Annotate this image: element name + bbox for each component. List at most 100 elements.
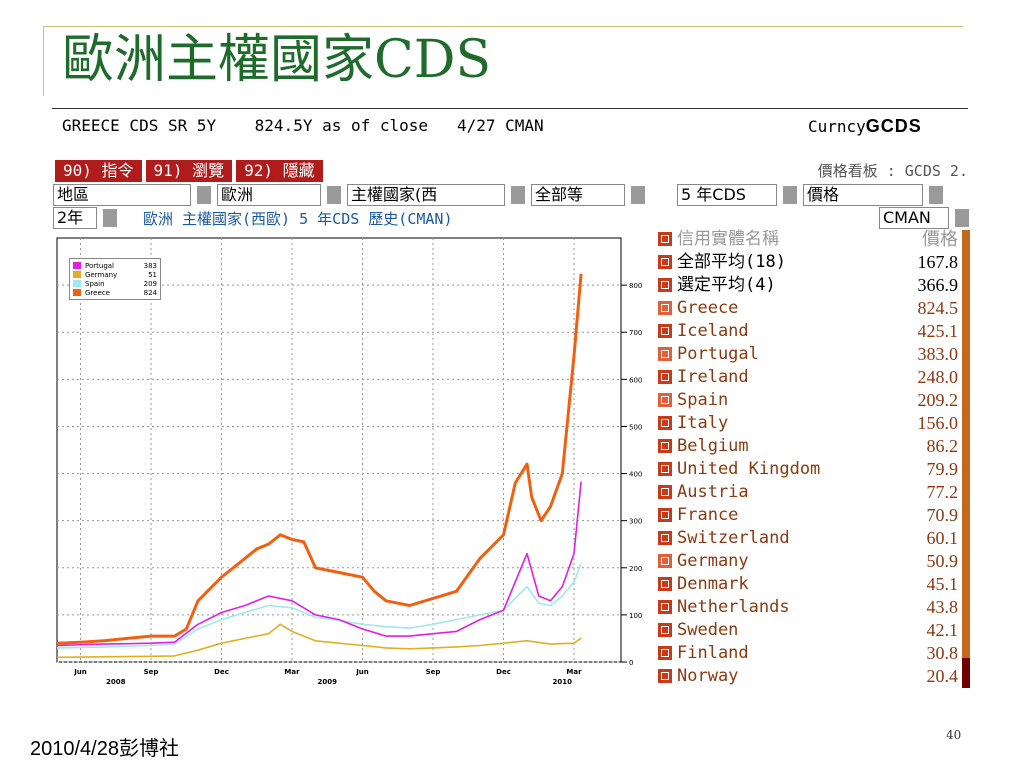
tenor-select[interactable]: 5 年CDS [677,184,777,206]
scrollbar[interactable] [962,230,970,688]
entity-name: Austria [677,482,749,502]
list-item[interactable]: Netherlands 43.8 [655,596,970,619]
checkbox-icon[interactable] [658,370,672,384]
x-year-label: 2008 [106,678,126,686]
entity-name: Switzerland [677,528,790,548]
page-number: 40 [946,728,962,742]
all-more-button[interactable] [631,186,645,204]
list-item[interactable]: Ireland 248.0 [655,366,970,389]
type-dropdown-button[interactable] [327,186,341,204]
list-item[interactable]: France 70.9 [655,504,970,527]
entity-name: Sweden [677,620,739,640]
legend-label: Portugal [85,261,114,270]
entity-name: Iceland [677,321,749,341]
entity-price: 425.1 [917,321,959,341]
entity-price: 86.2 [926,436,959,456]
series-line-germany [56,623,582,659]
list-item[interactable]: Greece 824.5 [655,297,970,320]
all-dropdown-button[interactable] [511,186,525,204]
legend-swatch-germany [73,271,81,278]
legend-value: 209 [143,279,157,288]
entity-name: 選定平均(4) [677,275,776,295]
checkbox-icon[interactable] [658,439,672,453]
checkbox-icon[interactable] [658,646,672,660]
source-dropdown-button[interactable] [955,209,969,227]
checkbox-icon[interactable] [658,462,672,476]
entity-price: 60.1 [926,528,959,548]
y-tick-label: 600 [629,376,642,384]
list-item[interactable]: Finland 30.8 [655,642,970,665]
tab-browse[interactable]: 91) 瀏覽 [145,160,233,182]
entity-price: 167.8 [917,252,959,272]
selected-checkbox-icon[interactable] [658,554,672,568]
entity-price: 30.8 [926,643,959,663]
list-item[interactable]: Belgium 86.2 [655,435,970,458]
checkbox-icon[interactable] [658,508,672,522]
checkbox-icon[interactable] [658,278,672,292]
entity-name: United Kingdom [677,459,821,479]
selected-checkbox-icon[interactable] [658,347,672,361]
scrollbar-thumb[interactable] [962,658,970,688]
entity-name: Portugal [677,344,759,364]
y-tick-label: 500 [629,423,642,431]
price-dropdown-button[interactable] [929,186,943,204]
tab-command[interactable]: 90) 指令 [55,160,142,182]
entity-price: 79.9 [926,459,959,479]
entity-price: 43.8 [926,597,959,617]
entity-price: 77.2 [926,482,959,502]
list-item[interactable]: Germany 50.9 [655,550,970,573]
list-item[interactable]: Sweden 42.1 [655,619,970,642]
price-select[interactable]: 價格 [803,184,923,206]
list-item[interactable]: Italy 156.0 [655,412,970,435]
y-tick-label: 0 [629,659,633,667]
header-checkbox-icon[interactable] [658,232,672,246]
entity-name: Italy [677,413,729,433]
list-item[interactable]: Switzerland 60.1 [655,527,970,550]
list-item[interactable]: Denmark 45.1 [655,573,970,596]
checkbox-icon[interactable] [658,623,672,637]
chart-legend: Portugal 383 Germany 51 Spain 209 Greece 824 [69,258,161,300]
summary-row[interactable]: 全部平均(18) 167.8 [655,251,970,274]
checkbox-icon[interactable] [658,600,672,614]
checkbox-icon[interactable] [658,577,672,591]
list-item[interactable]: Iceland 425.1 [655,320,970,343]
period-select[interactable]: 2年 [53,207,97,229]
series-line-portugal [56,481,582,647]
cds-chart-svg: 800 700 600 500 400 300 200 100 0 Jun Sep Dec Mar Jun… [56,237,642,686]
series-line-spain [56,563,582,649]
selected-checkbox-icon[interactable] [658,393,672,407]
checkbox-icon[interactable] [658,416,672,430]
checkbox-icon[interactable] [658,669,672,683]
legend-item-greece: Greece 824 [73,288,157,297]
summary-row[interactable]: 選定平均(4) 366.9 [655,274,970,297]
list-item[interactable]: Portugal 383.0 [655,343,970,366]
entity-price: 209.2 [917,390,959,410]
checkbox-icon[interactable] [658,485,672,499]
checkbox-icon[interactable] [658,255,672,269]
region-label: 地區 [53,184,191,206]
list-item[interactable]: Norway 20.4 [655,665,970,688]
region-dropdown-button[interactable] [197,186,211,204]
period-dropdown-button[interactable] [103,209,117,227]
entity-name: Germany [677,551,749,571]
entity-name: 信用實體名稱 [677,229,779,249]
list-item[interactable]: Austria 77.2 [655,481,970,504]
tab-hide[interactable]: 92) 隱藏 [236,160,323,182]
source-select[interactable]: CMAN [879,207,949,229]
checkbox-icon[interactable] [658,324,672,338]
type-select[interactable]: 主權國家(西 [347,184,505,206]
checkbox-icon[interactable] [658,531,672,545]
tenor-dropdown-button[interactable] [783,186,797,204]
region-select[interactable]: 歐洲 [217,184,321,206]
selected-checkbox-icon[interactable] [658,301,672,315]
all-select[interactable]: 全部等 [531,184,625,206]
entity-name: Spain [677,390,729,410]
y-tick-label: 800 [629,282,642,290]
date-source: 4/27 CMAN [456,116,544,135]
list-item[interactable]: Spain 209.2 [655,389,970,412]
entity-price: 70.9 [926,505,959,525]
command-tabs: 90) 指令 91) 瀏覽 92) 隱藏 [55,160,323,182]
list-item[interactable]: United Kingdom 79.9 [655,458,970,481]
y-tick-label: 300 [629,518,642,526]
entity-name: Ireland [677,367,749,387]
